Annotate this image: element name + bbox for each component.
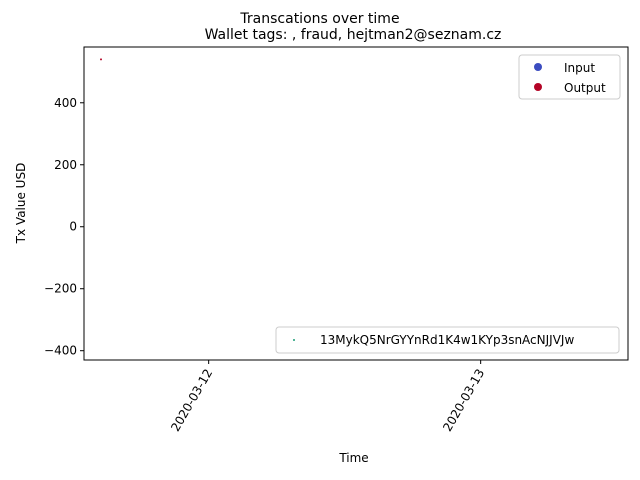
legend-label-wallet: 13MykQ5NrGYYnRd1K4w1KYp3snAcNJJVJw [320, 333, 574, 347]
y-tick-label: −200 [44, 282, 77, 296]
chart-suptitle: Transcations over time [239, 11, 399, 27]
legend-marker-output [534, 83, 542, 91]
data-point [100, 58, 102, 61]
x-axis: 2020-03-12 2020-03-13 [168, 360, 487, 434]
data-points [100, 58, 102, 61]
y-tick-label: 400 [54, 96, 77, 110]
x-axis-label: Time [338, 451, 368, 465]
legend-label-input: Input [564, 61, 595, 75]
legend-marker-wallet [293, 339, 295, 341]
legend-box [275, 326, 620, 354]
y-tick-label: 200 [54, 158, 77, 172]
x-tick-label: 2020-03-12 [168, 367, 215, 434]
legend-direction: Input Output [518, 54, 621, 100]
legend-label-output: Output [564, 81, 606, 95]
legend-box [518, 54, 621, 100]
y-tick-label: 0 [69, 220, 77, 234]
legend-marker-input [534, 63, 542, 71]
x-tick-label: 2020-03-13 [440, 367, 487, 434]
y-tick-label: −400 [44, 344, 77, 358]
plot-area [83, 46, 629, 361]
legend-wallet: 13MykQ5NrGYYnRd1K4w1KYp3snAcNJJVJw [275, 326, 620, 354]
y-axis-label: Tx Value USD [14, 163, 28, 245]
y-axis: −400 −200 0 200 400 [44, 96, 84, 358]
chart-title: Wallet tags: , fraud, hejtman2@seznam.cz [205, 27, 502, 43]
